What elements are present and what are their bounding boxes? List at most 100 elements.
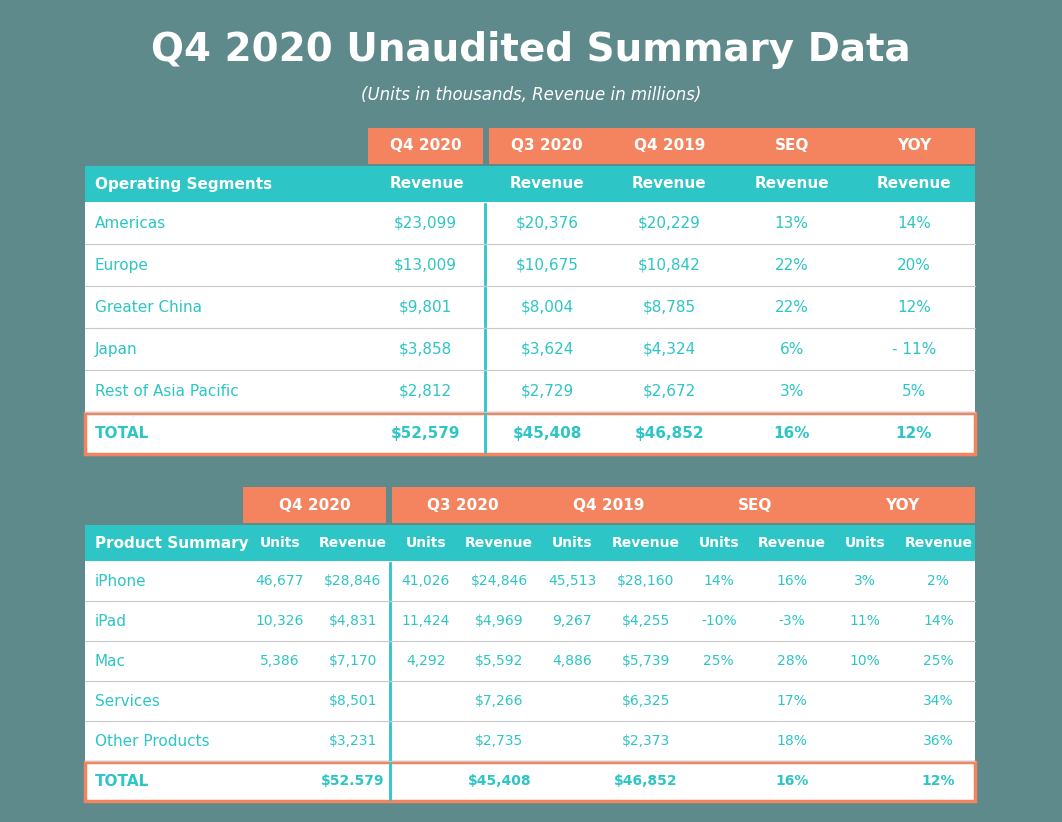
Text: 3%: 3% — [854, 574, 876, 588]
Text: Revenue: Revenue — [754, 177, 829, 192]
Text: $4,255: $4,255 — [621, 614, 670, 628]
Text: Revenue: Revenue — [390, 177, 464, 192]
FancyBboxPatch shape — [85, 681, 975, 721]
Text: $3,858: $3,858 — [399, 341, 452, 357]
Text: $2,672: $2,672 — [643, 384, 696, 399]
Text: SEQ: SEQ — [774, 138, 809, 154]
FancyBboxPatch shape — [85, 370, 975, 412]
Text: $28,846: $28,846 — [324, 574, 381, 588]
Text: Operating Segments: Operating Segments — [95, 177, 272, 192]
Text: Q3 2020: Q3 2020 — [511, 138, 583, 154]
Text: iPad: iPad — [95, 613, 127, 629]
Text: 16%: 16% — [773, 426, 810, 441]
Text: 10,326: 10,326 — [256, 614, 304, 628]
Text: 12%: 12% — [897, 299, 930, 315]
Text: Q4 2020: Q4 2020 — [390, 138, 461, 154]
Text: Q4 2019: Q4 2019 — [634, 138, 705, 154]
Text: 34%: 34% — [923, 694, 954, 708]
Text: Revenue: Revenue — [612, 536, 680, 550]
Text: Revenue: Revenue — [758, 536, 826, 550]
Text: $2,812: $2,812 — [399, 384, 452, 399]
Text: 6%: 6% — [780, 341, 804, 357]
Text: $52.579: $52.579 — [321, 774, 384, 788]
Text: Product Summary: Product Summary — [95, 535, 249, 551]
Text: 4,292: 4,292 — [407, 654, 446, 668]
Text: $8,785: $8,785 — [643, 299, 696, 315]
Text: YOY: YOY — [896, 138, 931, 154]
Text: $3,624: $3,624 — [520, 341, 573, 357]
Text: $20,376: $20,376 — [516, 215, 579, 230]
Text: $5,739: $5,739 — [621, 654, 670, 668]
Text: 46,677: 46,677 — [256, 574, 304, 588]
Text: 45,513: 45,513 — [548, 574, 597, 588]
Text: TOTAL: TOTAL — [95, 426, 150, 441]
FancyBboxPatch shape — [392, 487, 975, 523]
Text: 4,886: 4,886 — [552, 654, 593, 668]
Text: Q3 2020: Q3 2020 — [427, 497, 498, 512]
Text: 22%: 22% — [774, 299, 808, 315]
Text: Japan: Japan — [95, 341, 138, 357]
Text: YOY: YOY — [885, 497, 919, 512]
Text: Other Products: Other Products — [95, 733, 209, 749]
Text: $52,579: $52,579 — [391, 426, 460, 441]
Text: Q4 2020 Unaudited Summary Data: Q4 2020 Unaudited Summary Data — [151, 31, 911, 69]
Text: Mac: Mac — [95, 653, 126, 668]
Text: 20%: 20% — [897, 257, 930, 273]
Text: Revenue: Revenue — [632, 177, 706, 192]
Text: 28%: 28% — [776, 654, 807, 668]
Text: $6,325: $6,325 — [621, 694, 670, 708]
FancyBboxPatch shape — [85, 525, 975, 561]
Text: 36%: 36% — [923, 734, 954, 748]
Text: 14%: 14% — [923, 614, 954, 628]
FancyBboxPatch shape — [85, 244, 975, 286]
Text: 12%: 12% — [922, 774, 955, 788]
Text: 11%: 11% — [850, 614, 880, 628]
Text: 3%: 3% — [780, 384, 804, 399]
Text: 41,026: 41,026 — [401, 574, 450, 588]
Text: TOTAL: TOTAL — [95, 774, 150, 788]
Text: $5,592: $5,592 — [475, 654, 524, 668]
Text: Units: Units — [406, 536, 446, 550]
Text: 25%: 25% — [703, 654, 734, 668]
Text: SEQ: SEQ — [738, 497, 772, 512]
FancyBboxPatch shape — [369, 128, 483, 164]
Text: Units: Units — [845, 536, 886, 550]
FancyBboxPatch shape — [85, 721, 975, 761]
FancyBboxPatch shape — [85, 166, 975, 202]
Text: $23,099: $23,099 — [394, 215, 457, 230]
Text: $24,846: $24,846 — [470, 574, 528, 588]
Text: $2,373: $2,373 — [621, 734, 670, 748]
Text: $46,852: $46,852 — [614, 774, 678, 788]
Text: $10,675: $10,675 — [516, 257, 579, 273]
Text: Revenue: Revenue — [905, 536, 973, 550]
Text: Revenue: Revenue — [510, 177, 584, 192]
Text: $2,729: $2,729 — [520, 384, 573, 399]
Text: $4,324: $4,324 — [643, 341, 696, 357]
Text: - 11%: - 11% — [892, 341, 936, 357]
Text: (Units in thousands, Revenue in millions): (Units in thousands, Revenue in millions… — [361, 86, 701, 104]
Text: $4,969: $4,969 — [475, 614, 524, 628]
Text: $45,408: $45,408 — [467, 774, 531, 788]
Text: $2,735: $2,735 — [475, 734, 524, 748]
Text: $9,801: $9,801 — [399, 299, 452, 315]
Text: 14%: 14% — [703, 574, 734, 588]
Text: Greater China: Greater China — [95, 299, 202, 315]
FancyBboxPatch shape — [85, 601, 975, 641]
Text: $8,501: $8,501 — [328, 694, 377, 708]
Text: Units: Units — [699, 536, 739, 550]
FancyBboxPatch shape — [85, 413, 975, 454]
Text: $7,266: $7,266 — [475, 694, 524, 708]
FancyBboxPatch shape — [85, 202, 975, 244]
Text: 18%: 18% — [776, 734, 807, 748]
Text: Q4 2019: Q4 2019 — [573, 497, 645, 512]
Text: 9,267: 9,267 — [552, 614, 593, 628]
Text: iPhone: iPhone — [95, 574, 147, 589]
Text: 10%: 10% — [850, 654, 880, 668]
Text: $45,408: $45,408 — [513, 426, 582, 441]
FancyBboxPatch shape — [85, 561, 975, 601]
Text: Revenue: Revenue — [465, 536, 533, 550]
Text: 17%: 17% — [776, 694, 807, 708]
Text: Services: Services — [95, 694, 160, 709]
Text: $7,170: $7,170 — [328, 654, 377, 668]
Text: 5%: 5% — [902, 384, 926, 399]
